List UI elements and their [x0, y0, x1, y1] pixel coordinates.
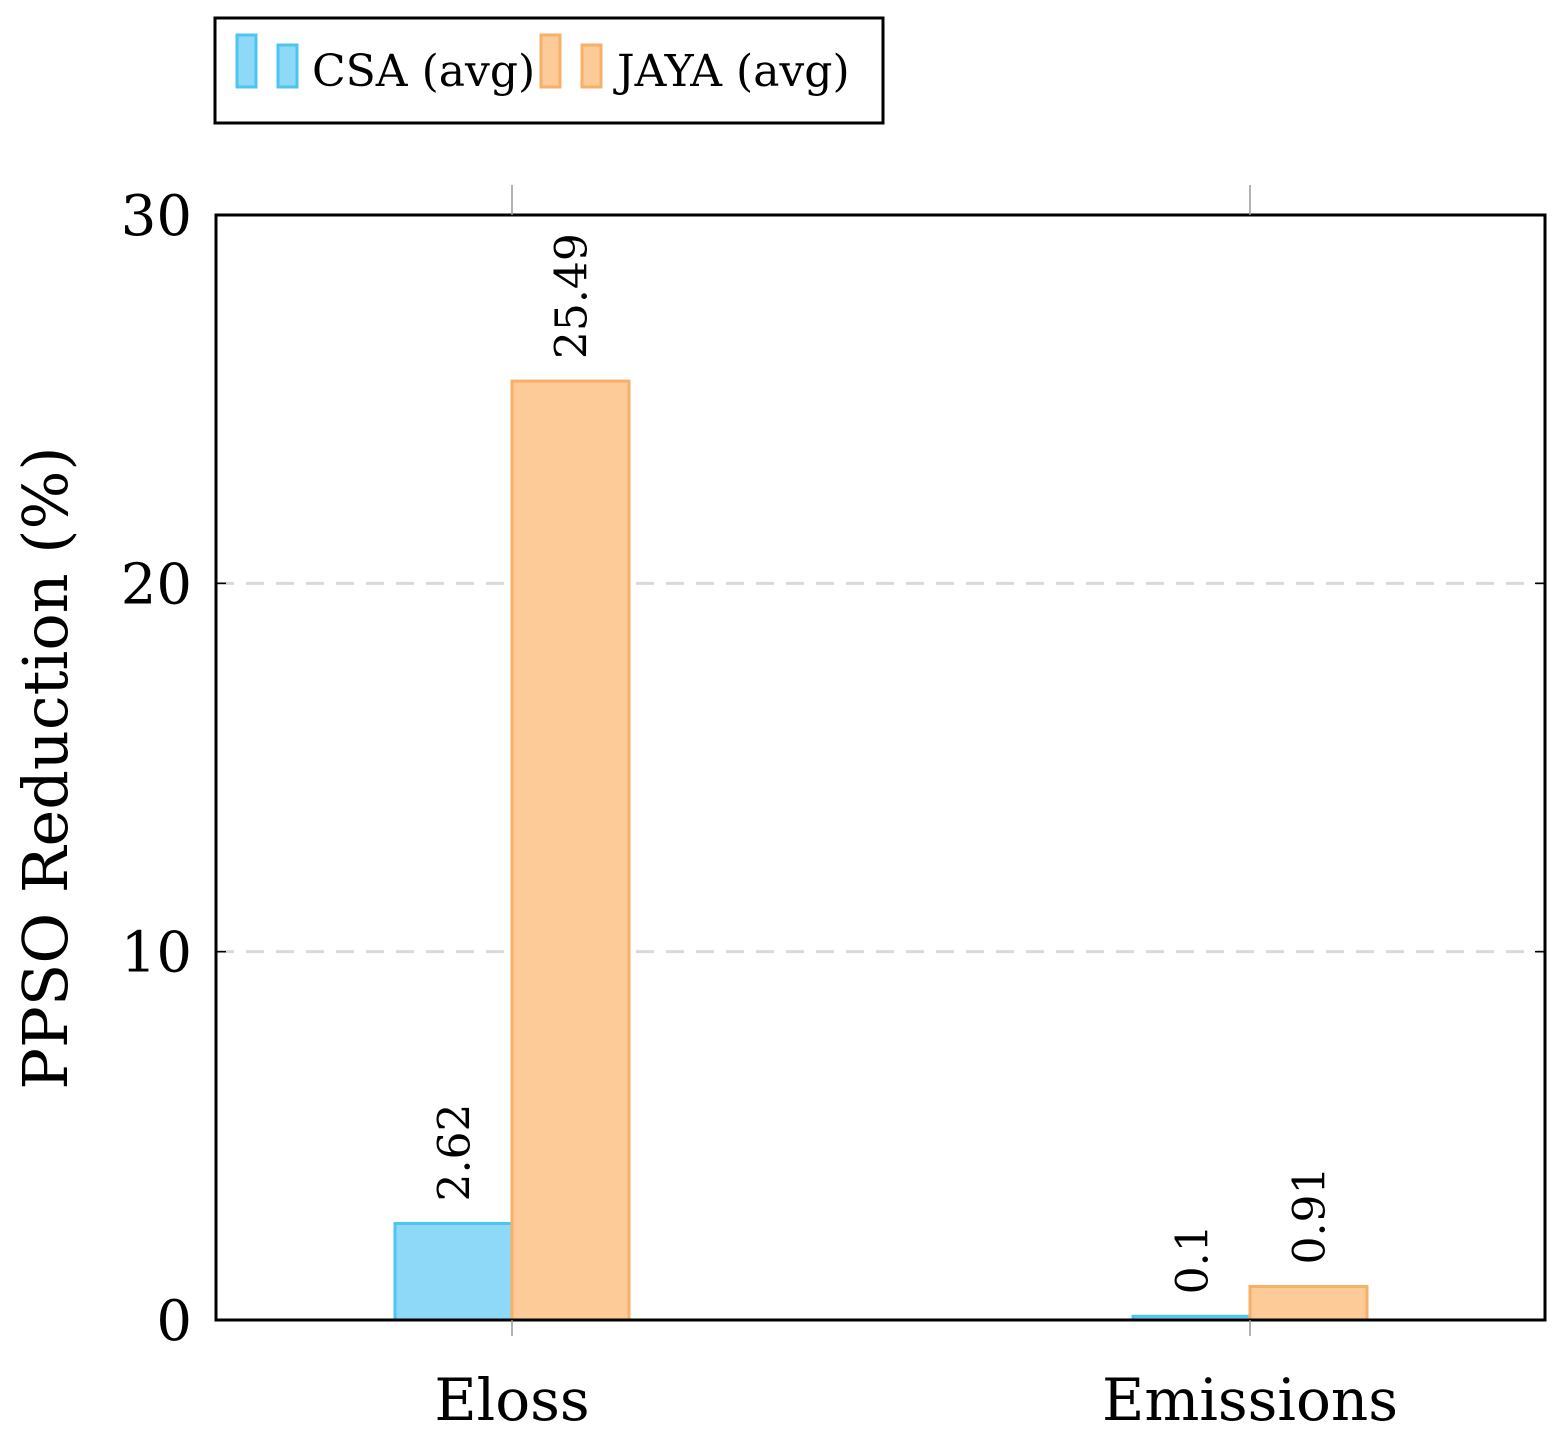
bar-value-label: 2.62 — [430, 1104, 481, 1202]
y-axis-title: PPSO Reduction (%) — [9, 446, 82, 1089]
legend-label-jaya: JAYA (avg) — [613, 46, 850, 97]
legend-swatch-csa-a — [235, 33, 258, 89]
bar-value-label: 0.1 — [1168, 1224, 1219, 1294]
y-tick-label: 20 — [121, 552, 192, 617]
x-tick-labels: Eloss Emissions — [434, 1366, 1398, 1434]
x-tick-label: Eloss — [434, 1366, 589, 1434]
y-tick-label: 0 — [156, 1289, 192, 1354]
y-tick-label: 30 — [121, 184, 192, 249]
bar-value-label: 25.49 — [547, 233, 598, 359]
x-tick-label: Emissions — [1102, 1366, 1398, 1434]
legend-entry-jaya: JAYA (avg) — [539, 33, 850, 97]
y-tick-labels: 0 10 20 30 — [121, 184, 192, 1354]
bars — [393, 379, 1369, 1322]
plot-frame — [214, 213, 1547, 1322]
bar-jaya-eloss — [510, 379, 631, 1322]
value-labels: 2.62 0.1 25.49 0.91 — [430, 233, 1336, 1294]
legend: CSA (avg) JAYA (avg) — [213, 16, 885, 125]
legend-entry-csa: CSA (avg) — [235, 33, 535, 97]
bar-csa-eloss — [393, 1221, 514, 1322]
bar-jaya-emissions — [1248, 1284, 1369, 1322]
legend-label-csa: CSA (avg) — [312, 46, 535, 97]
legend-swatch-jaya-b — [580, 43, 603, 89]
y-tick-label: 10 — [121, 921, 192, 986]
bar-value-label: 0.91 — [1285, 1167, 1336, 1265]
legend-swatch-csa-b — [276, 43, 299, 89]
axis-ticks — [216, 185, 1545, 1336]
grid-lines — [216, 581, 1545, 954]
legend-swatch-jaya-a — [539, 33, 562, 89]
